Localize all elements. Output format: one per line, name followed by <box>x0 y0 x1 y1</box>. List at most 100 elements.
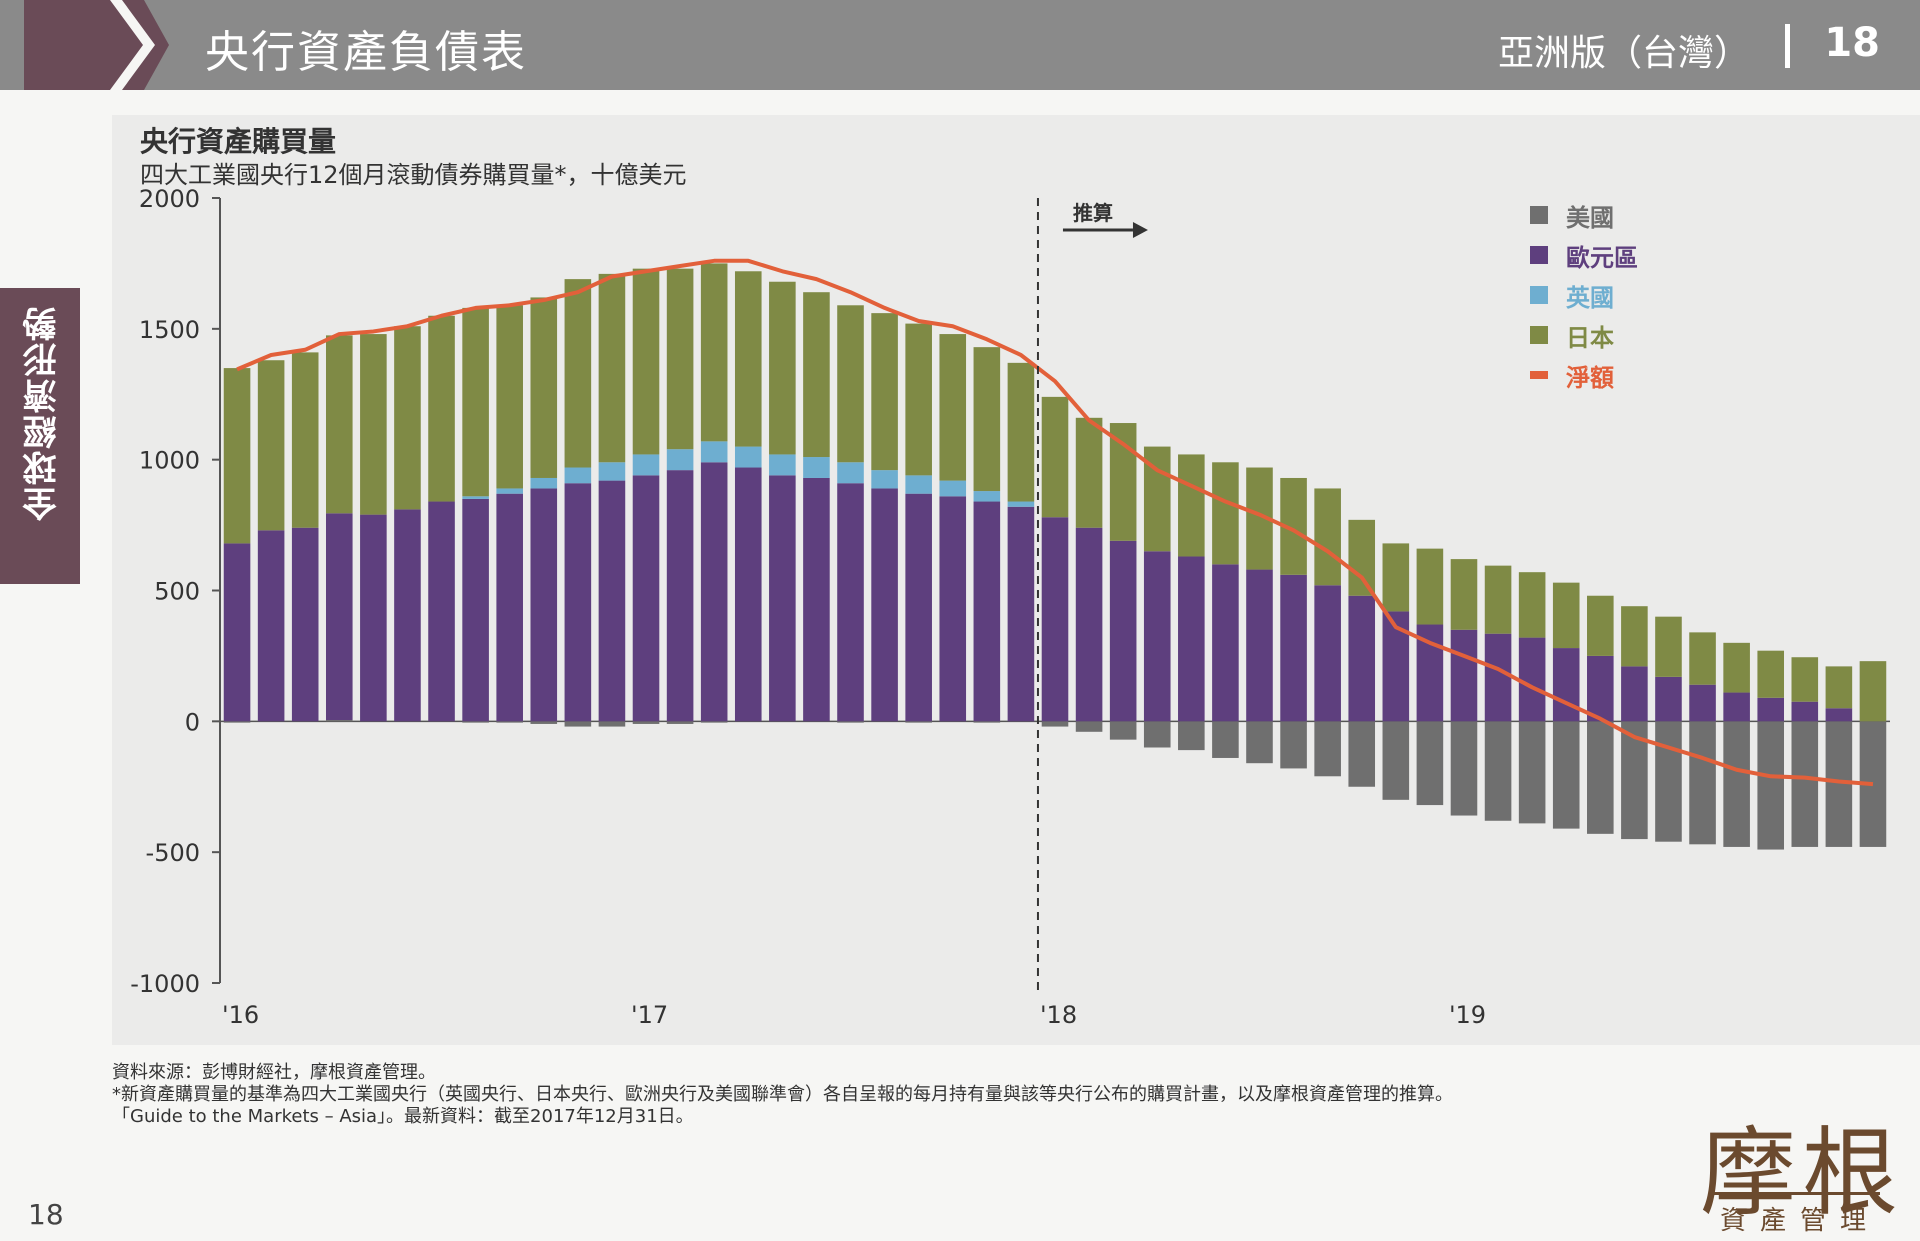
bar-segment-1 <box>598 480 626 722</box>
bar-segment-3 <box>1689 632 1716 685</box>
bar-segment-2 <box>905 475 932 494</box>
page-number: 18 <box>28 1198 64 1231</box>
bar-segment-2 <box>700 441 728 463</box>
bar-segment-1 <box>1246 569 1273 722</box>
bar-segment-2 <box>734 446 762 468</box>
bar-segment-0 <box>1655 721 1682 842</box>
header-separator <box>1785 24 1790 68</box>
bar-segment-1 <box>1143 551 1171 722</box>
bar-segment-1 <box>871 488 898 722</box>
bar-segment-0 <box>1348 721 1376 787</box>
legend-swatch-japan <box>1530 326 1548 344</box>
footnote-source: 資料來源：彭博財經社，摩根資產管理。 <box>112 1062 436 1083</box>
legend-swatch-net <box>1530 371 1548 379</box>
bar-segment-3 <box>973 347 1001 492</box>
bar-segment-3 <box>1655 616 1682 677</box>
bar-segment-0 <box>1075 721 1103 732</box>
bar-segment-1 <box>769 475 796 722</box>
logo-subtitle: 資產管理 <box>1720 1206 1881 1236</box>
bar-segment-3 <box>1075 417 1103 528</box>
bar-segment-1 <box>1348 595 1376 722</box>
bar-segment-3 <box>1723 642 1750 693</box>
bar-segment-3 <box>1791 657 1819 702</box>
bar-segment-3 <box>1450 559 1478 630</box>
bar-segment-3 <box>223 368 251 544</box>
bar-segment-1 <box>905 493 932 722</box>
bar-segment-0 <box>462 721 489 723</box>
bar-segment-3 <box>803 292 830 458</box>
bar-segment-0 <box>1212 721 1239 758</box>
bar-segment-1 <box>1280 574 1307 722</box>
bar-segment-3 <box>837 305 864 463</box>
bar-segment-3 <box>769 281 796 455</box>
bar-segment-1 <box>1484 633 1512 722</box>
bar-segment-2 <box>666 449 694 471</box>
bar-segment-3 <box>1859 661 1887 722</box>
bar-segment-1 <box>734 467 762 722</box>
bar-segment-0 <box>1280 721 1307 769</box>
bar-segment-2 <box>871 470 898 489</box>
bar-segment-2 <box>837 462 864 484</box>
y-tick-label: 1000 <box>139 447 200 475</box>
bar-segment-3 <box>257 360 285 531</box>
bar-segment-0 <box>564 721 592 727</box>
y-tick-label: 0 <box>185 708 200 736</box>
bar-segment-0 <box>496 721 523 723</box>
bar-segment-3 <box>1757 650 1785 698</box>
bar-segment-2 <box>530 477 558 489</box>
bar-segment-0 <box>700 721 728 723</box>
bar-segment-1 <box>496 493 523 722</box>
y-tick-label: 2000 <box>139 185 200 213</box>
legend-label-japan: 日本 <box>1566 323 1614 352</box>
section-side-tab[interactable] <box>0 288 80 584</box>
bar-segment-1 <box>462 498 489 722</box>
bar-segment-2 <box>939 480 967 497</box>
bar-segment-3 <box>428 315 455 502</box>
legend-label-uk: 英國 <box>1566 283 1614 312</box>
bar-segment-0 <box>632 721 660 724</box>
legend-item-japan: 日本 <box>1530 315 1638 355</box>
bar-segment-3 <box>700 263 728 442</box>
bar-segment-2 <box>564 467 592 484</box>
bar-segment-0 <box>530 721 558 724</box>
legend-item-uk: 英國 <box>1530 275 1638 315</box>
bar-segment-1 <box>360 514 387 722</box>
y-tick-label: 1500 <box>139 316 200 344</box>
bar-segment-1 <box>1518 637 1546 722</box>
bar-segment-1 <box>1450 629 1478 722</box>
bar-segment-3 <box>325 335 353 514</box>
legend-swatch-us <box>1530 206 1548 224</box>
bar-segment-1 <box>1723 692 1750 722</box>
forecast-label: 推算 <box>1073 201 1113 225</box>
bar-segment-3 <box>1416 548 1444 625</box>
forecast-arrow-head <box>1132 222 1148 238</box>
bar-segment-1 <box>837 483 864 722</box>
bar-segment-3 <box>1825 666 1853 709</box>
bar-segment-1 <box>803 477 830 722</box>
bar-segment-0 <box>1552 721 1580 829</box>
bar-segment-0 <box>1041 721 1069 727</box>
logo-divider <box>1710 1192 1880 1195</box>
bar-segment-3 <box>530 297 558 478</box>
footnote-data-date: 「Guide to the Markets – Asia」。最新資料：截至201… <box>112 1106 694 1127</box>
bar-segment-3 <box>1518 572 1546 638</box>
x-tick-label: '18 <box>1040 1001 1077 1029</box>
bar-segment-0 <box>1109 721 1137 740</box>
bar-segment-1 <box>1075 527 1103 722</box>
bar-segment-3 <box>1348 519 1376 596</box>
bar-segment-2 <box>803 457 830 478</box>
bar-segment-0 <box>325 720 353 722</box>
bar-segment-1 <box>973 501 1001 722</box>
bar-segment-0 <box>1143 721 1171 748</box>
bar-segment-3 <box>394 326 421 510</box>
bar-segment-0 <box>666 721 694 724</box>
bar-segment-2 <box>769 454 796 476</box>
y-tick-label: -500 <box>146 839 200 867</box>
bar-segment-3 <box>632 268 660 455</box>
bar-segment-0 <box>1757 721 1785 850</box>
bar-segment-0 <box>1484 721 1512 821</box>
chart-title: 央行資產購買量 <box>140 125 337 158</box>
bar-segment-0 <box>1450 721 1478 816</box>
bar-segment-3 <box>1484 565 1512 634</box>
